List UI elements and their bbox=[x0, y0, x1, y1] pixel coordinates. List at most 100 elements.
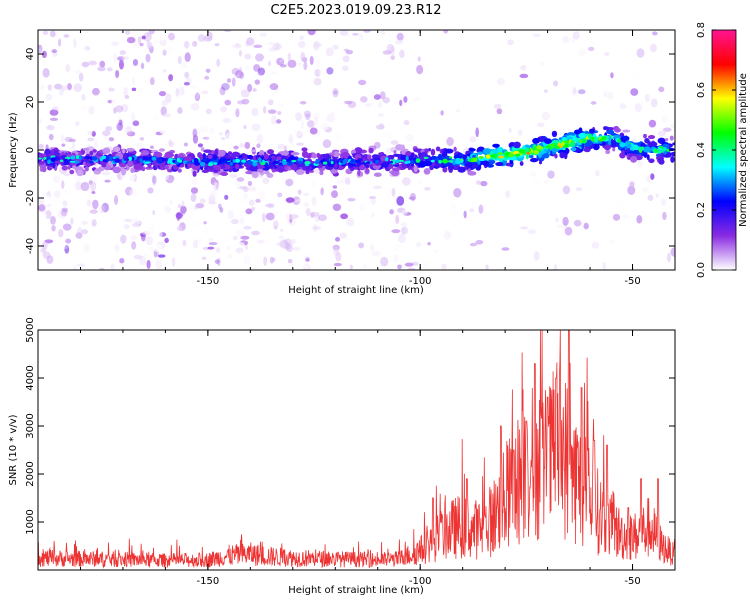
spectrogram-noise-blob bbox=[92, 87, 100, 96]
spectrogram-peak-blob bbox=[69, 160, 76, 163]
spectrogram-noise-blob bbox=[619, 103, 627, 110]
spectrogram-ridge-blob bbox=[249, 165, 257, 172]
spectrogram-noise-blob bbox=[57, 209, 67, 219]
spectrogram-noise-blob bbox=[375, 124, 385, 130]
spectrogram-noise-blob bbox=[478, 204, 484, 214]
spectrogram-noise-blob bbox=[371, 212, 375, 218]
spectrogram-noise-blob bbox=[182, 223, 186, 230]
spectrogram-noise-blob bbox=[336, 131, 341, 142]
spectrogram-noise-blob bbox=[148, 30, 155, 35]
spectrogram-noise-blob bbox=[597, 189, 605, 193]
spectrogram-noise-blob bbox=[380, 256, 389, 267]
spectrogram-noise-blob bbox=[392, 245, 398, 253]
spectrogram-noise-blob bbox=[244, 53, 252, 60]
spectrogram-noise-blob bbox=[194, 92, 200, 102]
spectrogram-noise-blob bbox=[220, 106, 227, 113]
spectrogram-ridge-blob bbox=[545, 145, 551, 149]
spectrogram-peak-blob bbox=[272, 160, 279, 165]
spectrogram-noise-blob bbox=[562, 36, 570, 44]
spectrogram-noise-blob bbox=[264, 203, 274, 208]
spectrogram-noise-blob bbox=[240, 89, 250, 98]
spectrogram-noise-blob bbox=[292, 246, 301, 251]
spectrogram-ridge-blob bbox=[358, 164, 366, 171]
spectrogram-ridge-blob bbox=[658, 153, 664, 160]
spectrogram-peak-blob bbox=[599, 138, 604, 142]
spectrogram-noise-blob bbox=[224, 99, 232, 106]
spectrogram-noise-blob bbox=[243, 186, 249, 193]
spectrogram-noise-blob bbox=[63, 34, 70, 38]
spectrogram-ridge-blob bbox=[53, 149, 59, 156]
spectrogram-ridge-blob bbox=[666, 152, 672, 157]
spectrogram-noise-blob bbox=[355, 64, 360, 71]
spectrogram-peak-blob bbox=[339, 159, 343, 164]
spectrogram-noise-blob bbox=[51, 49, 58, 54]
spectrogram-noise-blob bbox=[88, 60, 98, 66]
spectrogram-peak-blob bbox=[226, 158, 231, 161]
spectrogram-noise-blob bbox=[60, 134, 65, 144]
spectrogram-noise-blob bbox=[137, 88, 142, 96]
spectrogram-ridge-blob bbox=[113, 146, 121, 152]
spectrogram-noise-blob bbox=[120, 236, 130, 247]
spectrogram-peak-blob bbox=[415, 158, 421, 163]
spectrogram-ridge-blob bbox=[319, 170, 324, 176]
spectrogram-noise-blob bbox=[505, 190, 511, 198]
spectrogram-ridge-blob bbox=[235, 163, 240, 170]
spectrogram-ridge-blob bbox=[519, 161, 524, 166]
spectrogram-noise-blob bbox=[273, 220, 279, 229]
spectrogram-noise-blob bbox=[358, 79, 367, 86]
spectrogram-ridge-blob bbox=[393, 150, 397, 154]
spectrogram-noise-blob bbox=[534, 179, 540, 185]
spectrogram-noise-blob bbox=[380, 246, 384, 253]
spectrogram-noise-blob bbox=[38, 118, 42, 124]
spectrogram-ridge-blob bbox=[592, 143, 600, 151]
spectrogram-noise-blob bbox=[38, 174, 42, 179]
spectrogram-noise-blob bbox=[47, 124, 52, 129]
spectrogram-noise-blob bbox=[355, 34, 362, 42]
spectrogram-noise-blob bbox=[344, 100, 353, 105]
spectrogram-noise-blob bbox=[269, 256, 274, 264]
spectrogram-noise-blob bbox=[38, 141, 44, 152]
spectrogram-peak-blob bbox=[142, 156, 148, 161]
spectrogram-ridge-blob bbox=[603, 144, 611, 151]
snr-y-tick-label: 5000 bbox=[25, 317, 36, 342]
spectrogram-noise-blob bbox=[209, 190, 218, 199]
spectrogram-noise-blob bbox=[519, 73, 529, 79]
spectrogram-ridge-blob bbox=[354, 147, 363, 154]
spectrogram-ridge-blob bbox=[290, 163, 298, 171]
spectrogram-ridge-blob bbox=[566, 136, 573, 140]
spectrogram-noise-blob bbox=[147, 187, 154, 194]
spectrogram-noise-blob bbox=[382, 96, 390, 104]
spectrogram-noise-blob bbox=[243, 225, 252, 230]
spectrogram-noise-blob bbox=[401, 209, 408, 216]
spectrogram-peak-blob bbox=[563, 140, 570, 144]
spectrogram-noise-blob bbox=[267, 99, 274, 106]
spectrogram-noise-blob bbox=[51, 225, 56, 232]
spectrogram-noise-blob bbox=[63, 173, 71, 177]
spectrogram-noise-blob bbox=[40, 40, 47, 45]
spectrogram-peak-blob bbox=[449, 156, 453, 159]
spectrogram-noise-blob bbox=[541, 111, 550, 121]
spectrogram-noise-blob bbox=[99, 205, 106, 214]
spectrogram-ridge-blob bbox=[61, 143, 66, 147]
spectrogram-noise-blob bbox=[265, 212, 275, 221]
spectrogram-noise-blob bbox=[179, 86, 185, 96]
spectrogram-ridge-blob bbox=[200, 147, 205, 152]
spectrogram-peak-blob bbox=[395, 159, 400, 164]
spectrogram-ridge-blob bbox=[512, 141, 521, 149]
spectrogram-peak-blob bbox=[123, 158, 130, 161]
spectrogram-noise-blob bbox=[215, 247, 221, 254]
spectrogram-noise-blob bbox=[153, 40, 159, 44]
spectrogram-noise-blob bbox=[446, 137, 454, 147]
spectrogram-noise-blob bbox=[58, 228, 64, 238]
spectrogram-ridge-blob bbox=[642, 146, 651, 153]
spectrogram-ridge-blob bbox=[158, 148, 166, 152]
spectrogram-ridge-blob bbox=[277, 164, 285, 172]
spectrogram-noise-blob bbox=[126, 131, 136, 137]
spectrogram-noise-blob bbox=[75, 181, 82, 191]
spectrogram-noise-blob bbox=[256, 239, 265, 244]
spectrogram-ridge-blob bbox=[257, 168, 264, 173]
spectrogram-peak-blob bbox=[315, 159, 320, 163]
spectrogram-noise-blob bbox=[235, 247, 244, 254]
spectrogram-peak-blob bbox=[392, 158, 396, 163]
spectrogram-noise-blob bbox=[475, 127, 479, 138]
